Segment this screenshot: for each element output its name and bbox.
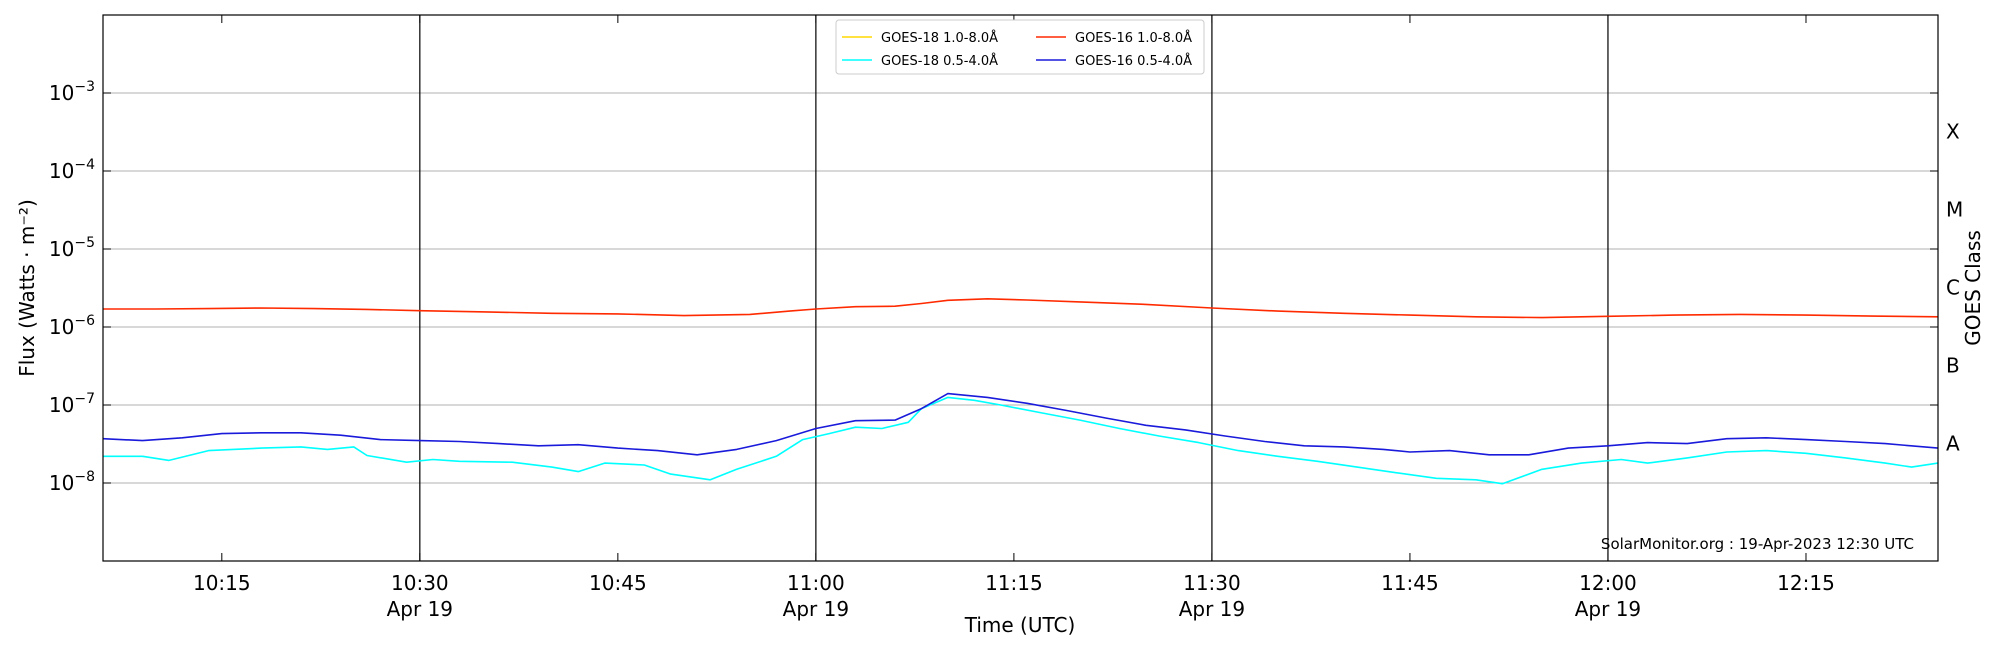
x-tick-label-5: 11:30 — [1183, 571, 1241, 595]
y2-axis-label: GOES Class — [1961, 230, 1985, 346]
x-tick-label-1: 10:30 — [391, 571, 449, 595]
y-tick-label-2: 10−5 — [49, 235, 95, 261]
x-tick-label-0: 10:15 — [193, 571, 251, 595]
goes-class-a: A — [1946, 432, 1960, 456]
x-tick-sublabel-1: Apr 19 — [387, 597, 453, 621]
x-tick-label-8: 12:15 — [1777, 571, 1835, 595]
y-tick-label-3: 10−6 — [49, 313, 95, 339]
series-line-1 — [103, 396, 1939, 485]
y-tick-label-0: 10−3 — [49, 79, 95, 105]
x-tick-sublabel-7: Apr 19 — [1575, 597, 1641, 621]
x-axis-label: Time (UTC) — [964, 613, 1076, 637]
x-tick-label-6: 11:45 — [1381, 571, 1439, 595]
legend-label-goes18-short: GOES-18 0.5-4.0Å — [881, 53, 998, 69]
x-tick-sublabel-5: Apr 19 — [1179, 597, 1245, 621]
goes-class-m: M — [1946, 198, 1963, 222]
goes-class-x: X — [1946, 120, 1960, 144]
legend-label-goes16-long: GOES-16 1.0-8.0Å — [1075, 30, 1192, 46]
legend-label-goes16-short: GOES-16 0.5-4.0Å — [1075, 53, 1192, 69]
grid-layer — [103, 15, 1938, 561]
series-line-3 — [102, 392, 1939, 456]
watermark: SolarMonitor.org : 19-Apr-2023 12:30 UTC — [1601, 535, 1914, 553]
series-line-2 — [103, 298, 1939, 319]
legend: GOES-18 1.0-8.0Å GOES-18 0.5-4.0Å GOES-1… — [835, 19, 1205, 75]
x-tick-label-7: 12:00 — [1579, 571, 1637, 595]
x-tick-label-2: 10:45 — [589, 571, 647, 595]
goes-class-b: B — [1946, 354, 1960, 378]
x-tick-sublabel-3: Apr 19 — [783, 597, 849, 621]
series-layer — [102, 298, 1939, 485]
legend-box — [835, 19, 1205, 75]
x-tick-label-3: 11:00 — [787, 571, 845, 595]
legend-label-goes18-long: GOES-18 1.0-8.0Å — [881, 30, 998, 46]
y-tick-label-1: 10−4 — [49, 157, 95, 183]
x-tick-label-4: 11:15 — [985, 571, 1043, 595]
y-tick-label-5: 10−8 — [49, 469, 95, 495]
y-tick-label-4: 10−7 — [49, 391, 95, 417]
plot-frame — [102, 14, 1939, 562]
goes-class-layer: X M C B A — [1946, 120, 1963, 456]
goes-class-c: C — [1946, 276, 1960, 300]
y-axis-label: Flux (Watts · m⁻²) — [15, 199, 39, 377]
